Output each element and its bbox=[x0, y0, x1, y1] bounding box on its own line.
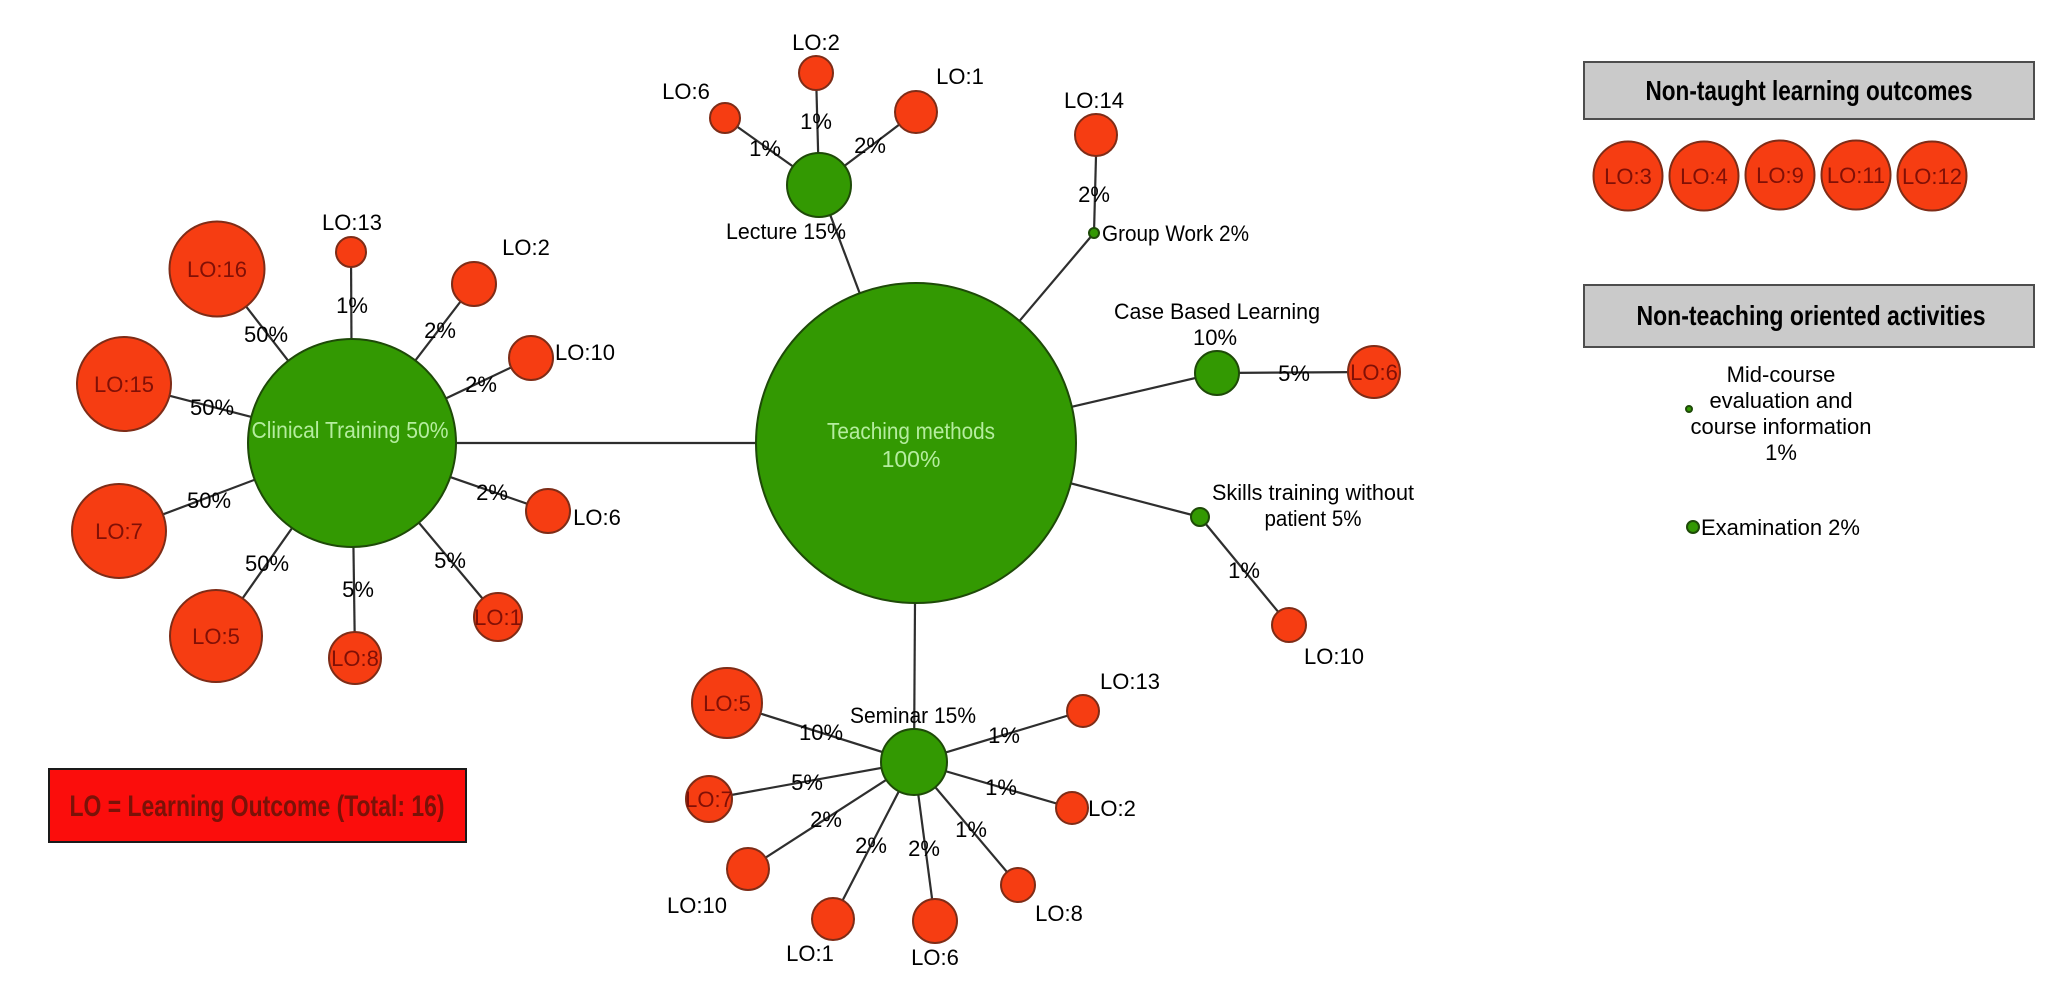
svg-text:1%: 1% bbox=[988, 723, 1020, 748]
svg-text:1%: 1% bbox=[749, 136, 781, 161]
svg-text:2%: 2% bbox=[1078, 182, 1110, 207]
svg-text:LO:5: LO:5 bbox=[192, 624, 240, 649]
svg-text:LO:14: LO:14 bbox=[1064, 88, 1124, 113]
svg-text:2%: 2% bbox=[854, 133, 886, 158]
svg-text:LO:7: LO:7 bbox=[95, 519, 143, 544]
svg-text:1%: 1% bbox=[955, 817, 987, 842]
svg-text:2%: 2% bbox=[810, 807, 842, 832]
svg-text:LO:12: LO:12 bbox=[1902, 164, 1962, 189]
svg-text:LO:5: LO:5 bbox=[703, 691, 751, 716]
svg-text:50%: 50% bbox=[244, 322, 288, 347]
svg-text:LO:2: LO:2 bbox=[1088, 796, 1136, 821]
svg-text:LO:3: LO:3 bbox=[1604, 164, 1652, 189]
svg-text:LO:11: LO:11 bbox=[1827, 163, 1885, 188]
svg-text:100%: 100% bbox=[882, 446, 941, 472]
svg-text:LO:6: LO:6 bbox=[911, 945, 959, 970]
svg-text:Non-teaching oriented activiti: Non-teaching oriented activities bbox=[1637, 300, 1986, 331]
svg-text:LO:10: LO:10 bbox=[667, 893, 727, 918]
svg-text:course information: course information bbox=[1691, 414, 1872, 439]
svg-text:LO:10: LO:10 bbox=[555, 340, 615, 365]
svg-text:50%: 50% bbox=[187, 488, 231, 513]
svg-text:LO:9: LO:9 bbox=[1756, 163, 1804, 188]
svg-text:Mid-course: Mid-course bbox=[1727, 362, 1836, 387]
svg-text:LO:7: LO:7 bbox=[685, 787, 733, 812]
svg-text:Group Work 2%: Group Work 2% bbox=[1102, 221, 1249, 246]
svg-text:LO:2: LO:2 bbox=[502, 235, 550, 260]
svg-text:LO:15: LO:15 bbox=[94, 372, 154, 397]
svg-text:LO:1: LO:1 bbox=[786, 941, 834, 966]
svg-text:Case Based Learning: Case Based Learning bbox=[1114, 299, 1320, 324]
svg-text:2%: 2% bbox=[855, 833, 887, 858]
svg-text:5%: 5% bbox=[791, 770, 823, 795]
svg-text:Lecture 15%: Lecture 15% bbox=[726, 219, 846, 244]
svg-text:LO:1: LO:1 bbox=[474, 605, 522, 630]
svg-text:Non-taught learning outcomes: Non-taught learning outcomes bbox=[1646, 75, 1973, 106]
svg-text:patient 5%: patient 5% bbox=[1265, 506, 1362, 531]
svg-text:2%: 2% bbox=[908, 836, 940, 861]
svg-text:evaluation and: evaluation and bbox=[1709, 388, 1852, 413]
svg-text:1%: 1% bbox=[1228, 558, 1260, 583]
svg-text:Teaching methods: Teaching methods bbox=[827, 418, 995, 444]
svg-text:5%: 5% bbox=[342, 577, 374, 602]
svg-text:2%: 2% bbox=[476, 480, 508, 505]
svg-text:1%: 1% bbox=[336, 293, 368, 318]
svg-text:50%: 50% bbox=[190, 395, 234, 420]
svg-text:10%: 10% bbox=[799, 720, 843, 745]
svg-text:LO:6: LO:6 bbox=[1350, 360, 1398, 385]
svg-text:LO:2: LO:2 bbox=[792, 30, 840, 55]
svg-text:LO:6: LO:6 bbox=[573, 505, 621, 530]
svg-text:Clinical Training 50%: Clinical Training 50% bbox=[252, 417, 449, 443]
svg-text:5%: 5% bbox=[434, 548, 466, 573]
svg-text:LO:13: LO:13 bbox=[322, 210, 382, 235]
svg-text:LO:10: LO:10 bbox=[1304, 644, 1364, 669]
svg-text:1%: 1% bbox=[985, 775, 1017, 800]
svg-text:LO:8: LO:8 bbox=[1035, 901, 1083, 926]
svg-text:Skills training without: Skills training without bbox=[1212, 480, 1414, 505]
svg-text:10%: 10% bbox=[1193, 325, 1237, 350]
svg-text:1%: 1% bbox=[1765, 440, 1797, 465]
svg-text:LO:13: LO:13 bbox=[1100, 669, 1160, 694]
svg-text:LO = Learning Outcome (Total:: LO = Learning Outcome (Total: 16) bbox=[70, 790, 445, 823]
svg-text:1%: 1% bbox=[800, 109, 832, 134]
svg-text:LO:6: LO:6 bbox=[662, 79, 710, 104]
svg-text:2%: 2% bbox=[424, 318, 456, 343]
svg-text:50%: 50% bbox=[245, 551, 289, 576]
svg-text:LO:4: LO:4 bbox=[1680, 164, 1728, 189]
svg-text:Seminar 15%: Seminar 15% bbox=[850, 703, 976, 728]
svg-text:5%: 5% bbox=[1278, 361, 1310, 386]
svg-text:Examination 2%: Examination 2% bbox=[1701, 515, 1860, 540]
svg-text:2%: 2% bbox=[465, 372, 497, 397]
svg-text:LO:16: LO:16 bbox=[187, 257, 247, 282]
svg-text:LO:1: LO:1 bbox=[936, 64, 984, 89]
svg-text:LO:8: LO:8 bbox=[331, 646, 379, 671]
